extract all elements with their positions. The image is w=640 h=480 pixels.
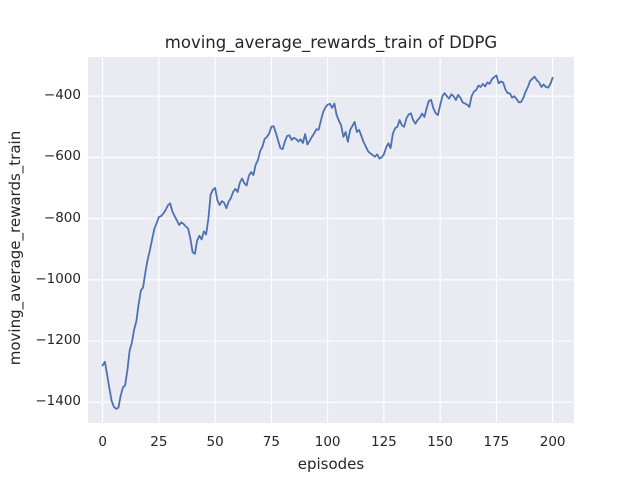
y-axis-label: moving_average_rewards_train xyxy=(6,130,24,366)
gridlines xyxy=(88,57,574,423)
x-tick-label: 75 xyxy=(262,434,280,450)
chart-title: moving_average_rewards_train of DDPG xyxy=(164,33,498,52)
data-line xyxy=(101,74,554,410)
x-tick-label: 150 xyxy=(427,434,454,450)
y-tick-label: −800 xyxy=(43,209,81,226)
x-tick-label: 50 xyxy=(206,434,224,450)
x-tick-label: 100 xyxy=(314,434,341,450)
y-tick-label: −1400 xyxy=(35,393,81,410)
x-tick-label: 125 xyxy=(370,434,397,450)
x-tick-label: 200 xyxy=(539,434,566,450)
plot-area xyxy=(88,57,574,423)
y-tick-label: −600 xyxy=(43,148,81,165)
y-tick-label: −400 xyxy=(43,87,81,104)
x-tick-label: 0 xyxy=(98,434,107,450)
y-tick-label: −1000 xyxy=(35,270,81,287)
x-axis-label: episodes xyxy=(297,455,365,473)
x-tick-label: 175 xyxy=(483,434,510,450)
x-tick-label: 25 xyxy=(150,434,168,450)
plot-canvas xyxy=(88,57,574,423)
y-tick-label: −1200 xyxy=(35,331,81,348)
